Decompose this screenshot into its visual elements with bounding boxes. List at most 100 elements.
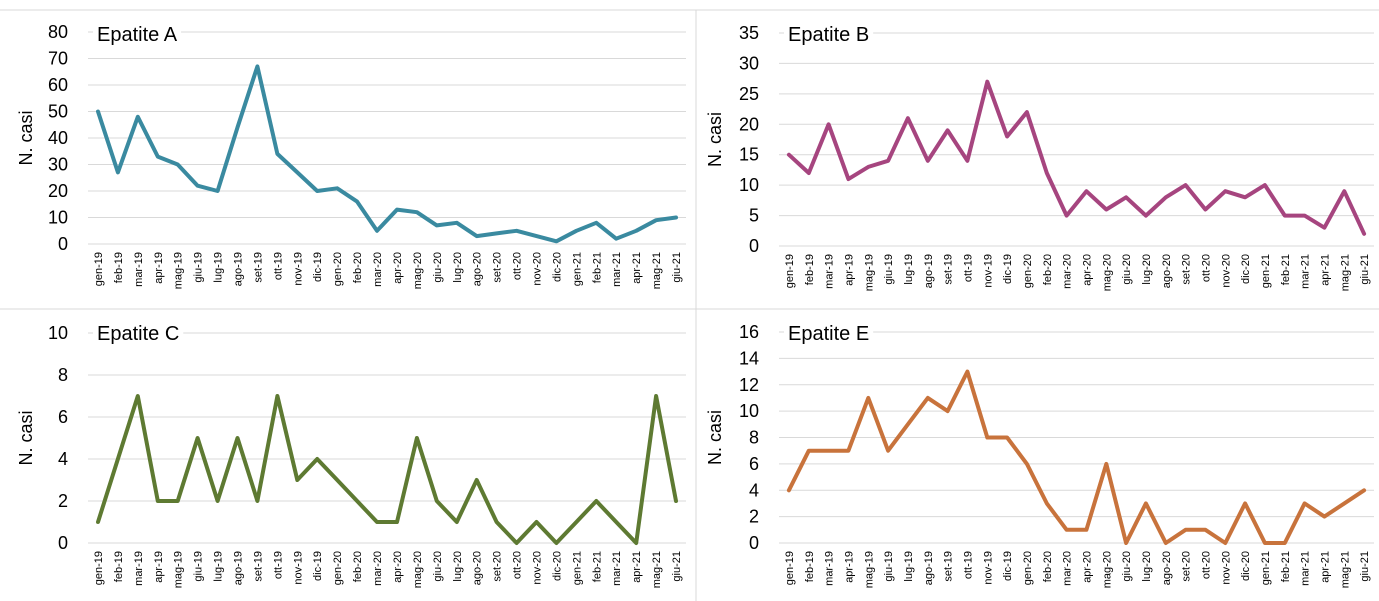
data-point-b bbox=[1104, 208, 1108, 212]
x-tick-label-a: mag-20 bbox=[412, 252, 424, 289]
data-point-a bbox=[375, 229, 379, 233]
x-tick-label-e: apr-19 bbox=[843, 551, 855, 583]
series-line-c bbox=[96, 394, 678, 545]
data-point-c bbox=[574, 520, 578, 524]
data-point-a bbox=[515, 229, 519, 233]
data-point-b bbox=[1144, 214, 1148, 218]
data-point-c bbox=[554, 541, 558, 545]
x-tick-label-a: giu-19 bbox=[193, 252, 205, 283]
y-tick-label-e: 14 bbox=[739, 348, 759, 368]
data-point-a bbox=[594, 221, 598, 225]
x-tick-label-a: lug-19 bbox=[213, 252, 225, 283]
x-tick-label-b: ago-19 bbox=[923, 254, 935, 288]
x-tick-label-c: ago-20 bbox=[472, 551, 484, 585]
data-point-e bbox=[827, 449, 831, 453]
x-tick-label-e: feb-20 bbox=[1042, 551, 1054, 582]
data-point-a bbox=[116, 170, 120, 174]
x-tick-label-c: set-19 bbox=[252, 551, 264, 582]
data-point-e bbox=[1084, 528, 1088, 532]
data-point-a bbox=[315, 189, 319, 193]
x-tick-label-a: dic-20 bbox=[551, 252, 563, 282]
data-point-e bbox=[807, 449, 811, 453]
y-tick-label-a: 30 bbox=[48, 155, 68, 175]
x-tick-label-b: giu-21 bbox=[1359, 254, 1371, 285]
series-line-e bbox=[786, 369, 1367, 545]
x-tick-label-a: mar-19 bbox=[133, 252, 145, 287]
y-tick-label-a: 20 bbox=[48, 181, 68, 201]
x-tick-label-e: giu-21 bbox=[1359, 551, 1371, 582]
data-point-a bbox=[455, 221, 459, 225]
data-point-c bbox=[335, 478, 339, 482]
chart-title-c: Epatite C bbox=[97, 323, 179, 345]
y-tick-label-e: 0 bbox=[749, 533, 759, 553]
y-tick-label-c: 10 bbox=[48, 323, 68, 343]
y-tick-label-e: 16 bbox=[739, 322, 759, 342]
data-point-c bbox=[315, 457, 319, 461]
x-tick-label-a: giu-20 bbox=[432, 252, 444, 283]
data-point-c bbox=[355, 499, 359, 503]
x-tick-label-e: lug-19 bbox=[903, 551, 915, 582]
chart-title-a: Epatite A bbox=[97, 24, 178, 46]
x-tick-label-c: giu-21 bbox=[671, 551, 683, 582]
data-point-e bbox=[1243, 501, 1247, 505]
data-point-a bbox=[96, 110, 100, 114]
x-tick-label-e: set-19 bbox=[943, 551, 955, 582]
x-tick-label-e: mar-19 bbox=[824, 551, 836, 586]
x-tick-label-c: lug-20 bbox=[452, 551, 464, 582]
data-point-b bbox=[985, 80, 989, 84]
data-point-c bbox=[395, 520, 399, 524]
x-tick-label-e: dic-19 bbox=[1002, 551, 1014, 581]
data-point-b bbox=[1322, 226, 1326, 230]
data-point-e bbox=[926, 396, 930, 400]
data-point-e bbox=[846, 449, 850, 453]
data-point-c bbox=[156, 499, 160, 503]
data-point-a bbox=[475, 234, 479, 238]
x-tick-label-e: set-20 bbox=[1181, 551, 1193, 582]
data-point-e bbox=[866, 396, 870, 400]
data-point-a bbox=[216, 189, 220, 193]
x-tick-label-c: nov-19 bbox=[292, 551, 304, 585]
x-tick-label-a: set-19 bbox=[252, 252, 264, 283]
x-tick-label-b: nov-19 bbox=[982, 254, 994, 288]
data-point-a bbox=[674, 216, 678, 220]
x-tick-label-a: nov-20 bbox=[532, 252, 544, 286]
x-tick-label-c: mar-21 bbox=[611, 551, 623, 586]
x-tick-label-e: mar-20 bbox=[1062, 551, 1074, 586]
x-tick-label-a: ott-19 bbox=[272, 252, 284, 280]
data-point-b bbox=[886, 159, 890, 163]
y-tick-label-b: 35 bbox=[739, 23, 759, 43]
chart-title-bg-c bbox=[93, 322, 184, 346]
data-point-e bbox=[1203, 528, 1207, 532]
data-point-e bbox=[1223, 541, 1227, 545]
x-tick-label-a: feb-19 bbox=[113, 252, 125, 283]
data-point-b bbox=[807, 171, 811, 175]
y-tick-label-a: 10 bbox=[48, 208, 68, 228]
y-tick-label-b: 0 bbox=[749, 236, 759, 256]
data-point-b bbox=[1283, 214, 1287, 218]
x-tick-label-e: gen-19 bbox=[784, 551, 796, 585]
data-point-b bbox=[1124, 195, 1128, 199]
data-point-b bbox=[1184, 183, 1188, 187]
y-tick-label-a: 40 bbox=[48, 128, 68, 148]
x-tick-label-a: feb-20 bbox=[352, 252, 364, 283]
x-tick-label-b: feb-21 bbox=[1280, 254, 1292, 285]
data-point-c bbox=[96, 520, 100, 524]
x-tick-label-c: giu-20 bbox=[432, 551, 444, 582]
data-point-c bbox=[176, 499, 180, 503]
x-tick-label-b: mag-20 bbox=[1101, 254, 1113, 291]
data-point-c bbox=[614, 520, 618, 524]
x-tick-label-a: apr-20 bbox=[392, 252, 404, 284]
y-tick-label-a: 0 bbox=[58, 234, 68, 254]
y-tick-label-a: 70 bbox=[48, 49, 68, 69]
data-point-b bbox=[827, 122, 831, 126]
x-tick-label-c: dic-20 bbox=[551, 551, 563, 581]
data-point-b bbox=[1223, 189, 1227, 193]
data-point-a bbox=[574, 229, 578, 233]
data-point-a bbox=[415, 210, 419, 214]
x-tick-label-c: gen-19 bbox=[93, 551, 105, 585]
y-tick-label-b: 30 bbox=[739, 53, 759, 73]
x-tick-label-b: mag-21 bbox=[1339, 254, 1351, 291]
series-line-b bbox=[786, 79, 1367, 236]
data-point-a bbox=[634, 229, 638, 233]
